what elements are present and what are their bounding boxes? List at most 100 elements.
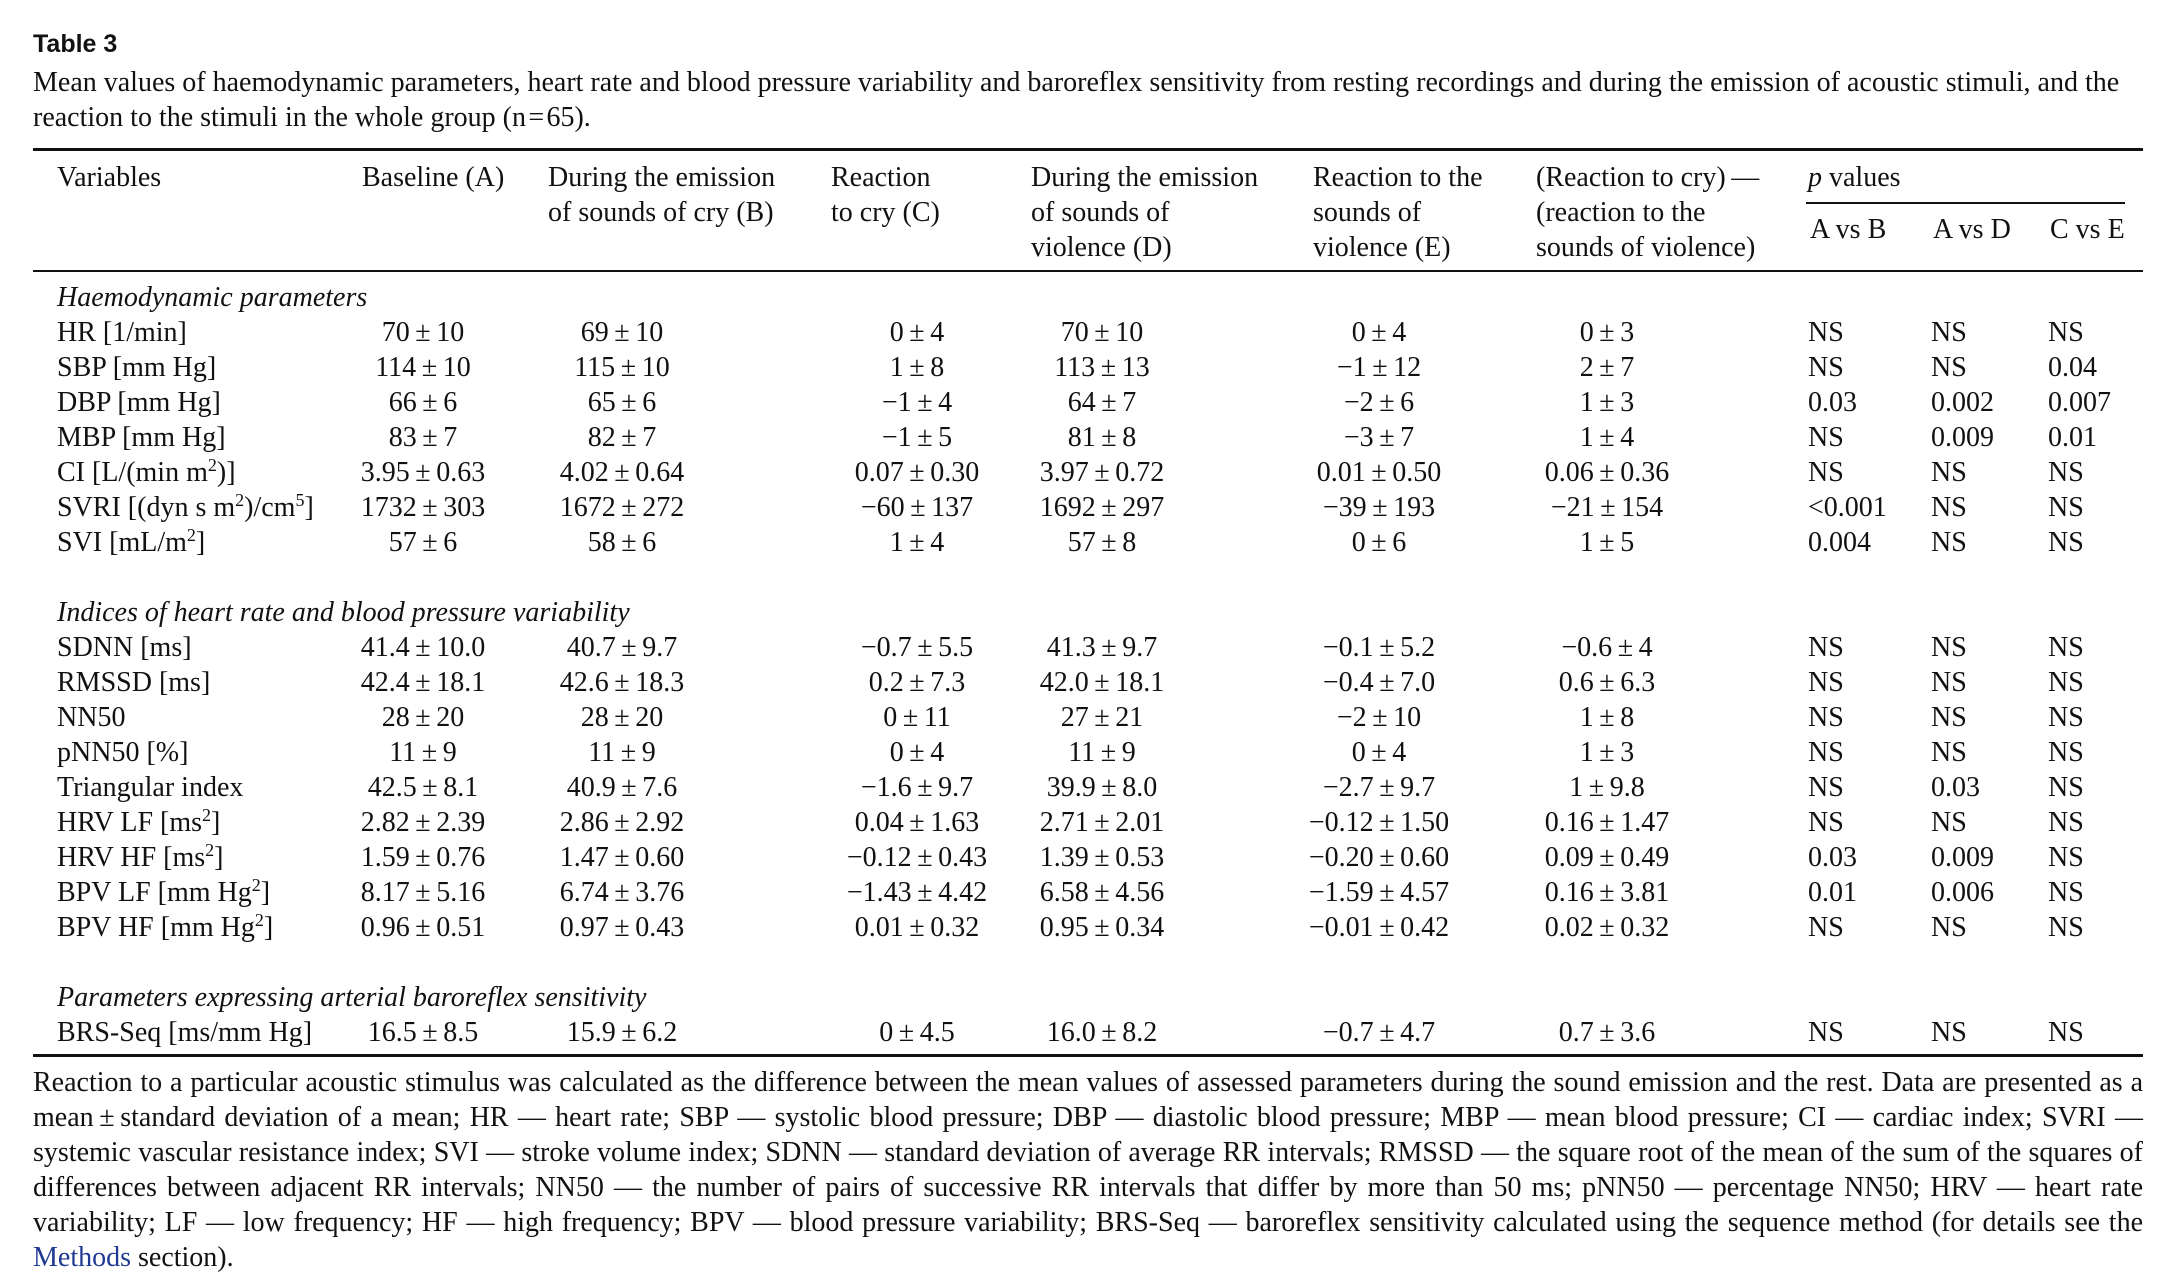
header-variables: Variables bbox=[57, 162, 162, 193]
cell-ab: NS bbox=[1808, 1017, 1844, 1048]
cell-a: 0.96 ± 0.51 bbox=[360, 912, 486, 943]
cell-ce: NS bbox=[2048, 772, 2084, 803]
cell-ab: NS bbox=[1808, 352, 1844, 383]
cell-a: 2.82 ± 2.39 bbox=[360, 807, 486, 838]
section-title: Haemodynamic parameters bbox=[57, 282, 368, 313]
cell-a: 114 ± 10 bbox=[375, 352, 471, 383]
header-baseline: Baseline (A) bbox=[362, 162, 505, 193]
row-label: SDNN [ms] bbox=[57, 632, 192, 663]
cell-ad: NS bbox=[1931, 317, 1967, 348]
cell-d: 81 ± 8 bbox=[1067, 422, 1137, 453]
cell-a: 83 ± 7 bbox=[388, 422, 458, 453]
cell-b: 28 ± 20 bbox=[580, 702, 664, 733]
cell-ce: NS bbox=[2048, 492, 2084, 523]
cell-e: −2 ± 10 bbox=[1336, 702, 1422, 733]
cell-c: −60 ± 137 bbox=[860, 492, 974, 523]
row-label: SBP [mm Hg] bbox=[57, 352, 217, 383]
cell-e: 0 ± 4 bbox=[1351, 737, 1407, 768]
bottom-rule bbox=[33, 1054, 2143, 1057]
cell-a: 57 ± 6 bbox=[388, 527, 458, 558]
row-label: pNN50 [%] bbox=[57, 737, 189, 768]
row-label: HRV HF [ms2] bbox=[57, 840, 224, 873]
cell-d: 16.0 ± 8.2 bbox=[1046, 1017, 1158, 1048]
row-label: SVI [mL/m2] bbox=[57, 525, 206, 558]
header-difference: (Reaction to cry) — (reaction to the sou… bbox=[1536, 162, 1760, 263]
header-p-values: p values bbox=[1808, 162, 1901, 193]
cell-ab: 0.01 bbox=[1808, 877, 1857, 908]
cell-ad: NS bbox=[1931, 702, 1967, 733]
cell-d: 1692 ± 297 bbox=[1039, 492, 1165, 523]
cell-c: 0.07 ± 0.30 bbox=[854, 457, 980, 488]
cell-ab: <0.001 bbox=[1808, 492, 1887, 523]
cell-a: 11 ± 9 bbox=[389, 737, 457, 768]
cell-ab: NS bbox=[1808, 317, 1844, 348]
cell-ab: 0.004 bbox=[1808, 527, 1871, 558]
cell-ad: NS bbox=[1931, 737, 1967, 768]
cell-e: −0.01 ± 0.42 bbox=[1308, 912, 1450, 943]
row-label: CI [L/(min m2)] bbox=[57, 455, 236, 488]
cell-d: 39.9 ± 8.0 bbox=[1046, 772, 1158, 803]
cell-diff: 0.7 ± 3.6 bbox=[1558, 1017, 1656, 1048]
cell-a: 8.17 ± 5.16 bbox=[360, 877, 486, 908]
cell-a: 1732 ± 303 bbox=[360, 492, 486, 523]
cell-b: 4.02 ± 0.64 bbox=[559, 457, 685, 488]
cell-c: 1 ± 4 bbox=[889, 527, 945, 558]
cell-diff: 1 ± 3 bbox=[1579, 737, 1635, 768]
cell-ad: 0.03 bbox=[1931, 772, 1980, 803]
section-title: Parameters expressing arterial barorefle… bbox=[57, 982, 647, 1013]
cell-a: 66 ± 6 bbox=[388, 387, 458, 418]
cell-c: 0.01 ± 0.32 bbox=[854, 912, 980, 943]
cell-c: −1.6 ± 9.7 bbox=[860, 772, 974, 803]
cell-c: 0 ± 4 bbox=[889, 737, 945, 768]
methods-link[interactable]: Methods bbox=[33, 1242, 131, 1273]
row-label: Triangular index bbox=[57, 772, 244, 803]
cell-ce: NS bbox=[2048, 457, 2084, 488]
cell-e: −3 ± 7 bbox=[1343, 422, 1415, 453]
cell-diff: 0.6 ± 6.3 bbox=[1558, 667, 1656, 698]
cell-d: 27 ± 21 bbox=[1060, 702, 1144, 733]
cell-c: −1 ± 4 bbox=[881, 387, 953, 418]
cell-d: 70 ± 10 bbox=[1060, 317, 1144, 348]
row-label: RMSSD [ms] bbox=[57, 667, 211, 698]
cell-e: −1 ± 12 bbox=[1336, 352, 1422, 383]
cell-ad: NS bbox=[1931, 807, 1967, 838]
cell-ad: NS bbox=[1931, 632, 1967, 663]
cell-ab: 0.03 bbox=[1808, 842, 1857, 873]
cell-e: −2 ± 6 bbox=[1343, 387, 1415, 418]
cell-d: 57 ± 8 bbox=[1067, 527, 1137, 558]
cell-ad: NS bbox=[1931, 492, 1967, 523]
cell-ce: NS bbox=[2048, 1017, 2084, 1048]
cell-ce: NS bbox=[2048, 317, 2084, 348]
cell-ad: NS bbox=[1931, 527, 1967, 558]
header-emission-violence: During the emission of sounds of violenc… bbox=[1031, 162, 1259, 263]
row-label: BRS-Seq [ms/mm Hg] bbox=[57, 1017, 313, 1048]
cell-b: 115 ± 10 bbox=[574, 352, 670, 383]
p-values-rule bbox=[1806, 202, 2125, 204]
cell-ad: NS bbox=[1931, 912, 1967, 943]
cell-e: −0.20 ± 0.60 bbox=[1308, 842, 1450, 873]
cell-a: 3.95 ± 0.63 bbox=[360, 457, 486, 488]
row-label: DBP [mm Hg] bbox=[57, 387, 221, 418]
cell-b: 65 ± 6 bbox=[587, 387, 657, 418]
cell-b: 40.9 ± 7.6 bbox=[566, 772, 678, 803]
cell-ab: NS bbox=[1808, 772, 1844, 803]
cell-ce: 0.04 bbox=[2048, 352, 2097, 383]
cell-b: 69 ± 10 bbox=[580, 317, 664, 348]
cell-diff: −21 ± 154 bbox=[1550, 492, 1664, 523]
header-reaction-violence: Reaction to the sounds of violence (E) bbox=[1313, 162, 1483, 263]
cell-e: −0.12 ± 1.50 bbox=[1308, 807, 1450, 838]
cell-ce: NS bbox=[2048, 842, 2084, 873]
cell-d: 41.3 ± 9.7 bbox=[1046, 632, 1158, 663]
cell-ab: NS bbox=[1808, 422, 1844, 453]
cell-d: 11 ± 9 bbox=[1068, 737, 1136, 768]
cell-d: 0.95 ± 0.34 bbox=[1039, 912, 1165, 943]
cell-b: 6.74 ± 3.76 bbox=[559, 877, 685, 908]
cell-c: −0.12 ± 0.43 bbox=[846, 842, 988, 873]
cell-b: 11 ± 9 bbox=[588, 737, 656, 768]
cell-e: 0.01 ± 0.50 bbox=[1316, 457, 1442, 488]
cell-a: 41.4 ± 10.0 bbox=[360, 632, 486, 663]
cell-diff: 0.02 ± 0.32 bbox=[1544, 912, 1670, 943]
cell-ab: NS bbox=[1808, 632, 1844, 663]
cell-d: 113 ± 13 bbox=[1054, 352, 1150, 383]
